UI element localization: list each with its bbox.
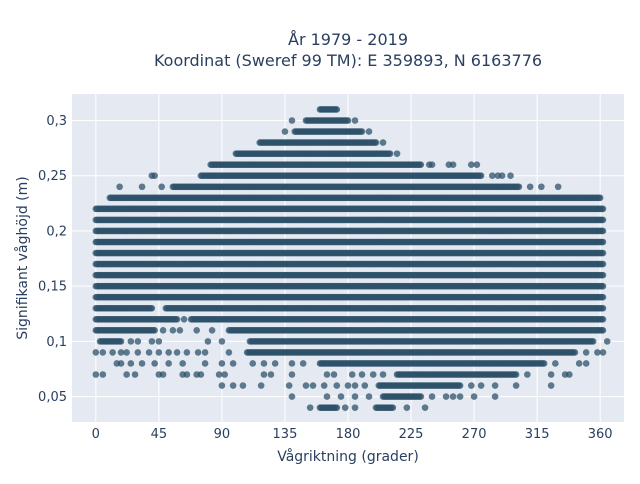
data-point bbox=[289, 117, 296, 124]
data-point bbox=[597, 195, 604, 202]
data-point bbox=[600, 228, 607, 235]
data-point bbox=[450, 161, 457, 168]
data-point bbox=[345, 117, 352, 124]
data-point bbox=[158, 183, 165, 190]
data-point bbox=[600, 239, 607, 246]
data-point bbox=[394, 150, 401, 157]
data-point bbox=[600, 272, 607, 279]
data-point bbox=[282, 128, 289, 135]
data-point bbox=[333, 106, 340, 113]
data-point bbox=[600, 206, 607, 213]
data-point bbox=[555, 183, 562, 190]
data-point bbox=[474, 161, 481, 168]
data-point bbox=[387, 150, 394, 157]
data-point bbox=[151, 172, 158, 179]
data-point bbox=[149, 305, 156, 312]
data-point bbox=[418, 161, 425, 168]
data-point bbox=[527, 183, 534, 190]
data-point bbox=[600, 283, 607, 290]
data-point bbox=[116, 183, 123, 190]
data-point bbox=[600, 294, 607, 301]
data-point bbox=[600, 217, 607, 224]
data-point bbox=[600, 250, 607, 257]
chart-title-line1: År 1979 - 2019 bbox=[288, 30, 408, 49]
data-point bbox=[380, 139, 387, 146]
data-point bbox=[429, 161, 436, 168]
data-point bbox=[516, 183, 523, 190]
data-point bbox=[600, 261, 607, 268]
data-point bbox=[359, 128, 366, 135]
data-point bbox=[139, 183, 146, 190]
data-point bbox=[373, 139, 380, 146]
data-point bbox=[174, 316, 181, 323]
data-point bbox=[366, 128, 373, 135]
data-point bbox=[478, 172, 485, 179]
data-point bbox=[352, 117, 359, 124]
chart-title-line2: Koordinat (Sweref 99 TM): E 359893, N 61… bbox=[154, 51, 542, 70]
data-point bbox=[538, 183, 545, 190]
data-point bbox=[600, 305, 607, 312]
data-point bbox=[499, 172, 506, 179]
data-point bbox=[507, 172, 514, 179]
